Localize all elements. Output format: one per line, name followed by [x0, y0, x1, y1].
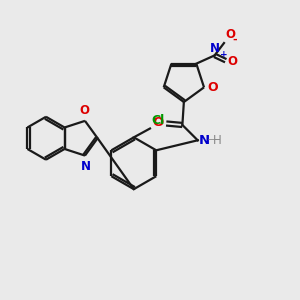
Text: H: H — [212, 134, 221, 147]
Text: —: — — [208, 134, 218, 144]
Text: Cl: Cl — [152, 114, 165, 127]
Text: N: N — [198, 134, 209, 147]
Text: N: N — [81, 160, 91, 173]
Text: O: O — [227, 55, 238, 68]
Text: O: O — [80, 104, 89, 117]
Text: +: + — [220, 50, 227, 59]
Text: O: O — [152, 116, 163, 129]
Text: O: O — [208, 81, 218, 94]
Text: N: N — [210, 42, 220, 55]
Text: O: O — [225, 28, 235, 41]
Text: -: - — [232, 35, 237, 45]
